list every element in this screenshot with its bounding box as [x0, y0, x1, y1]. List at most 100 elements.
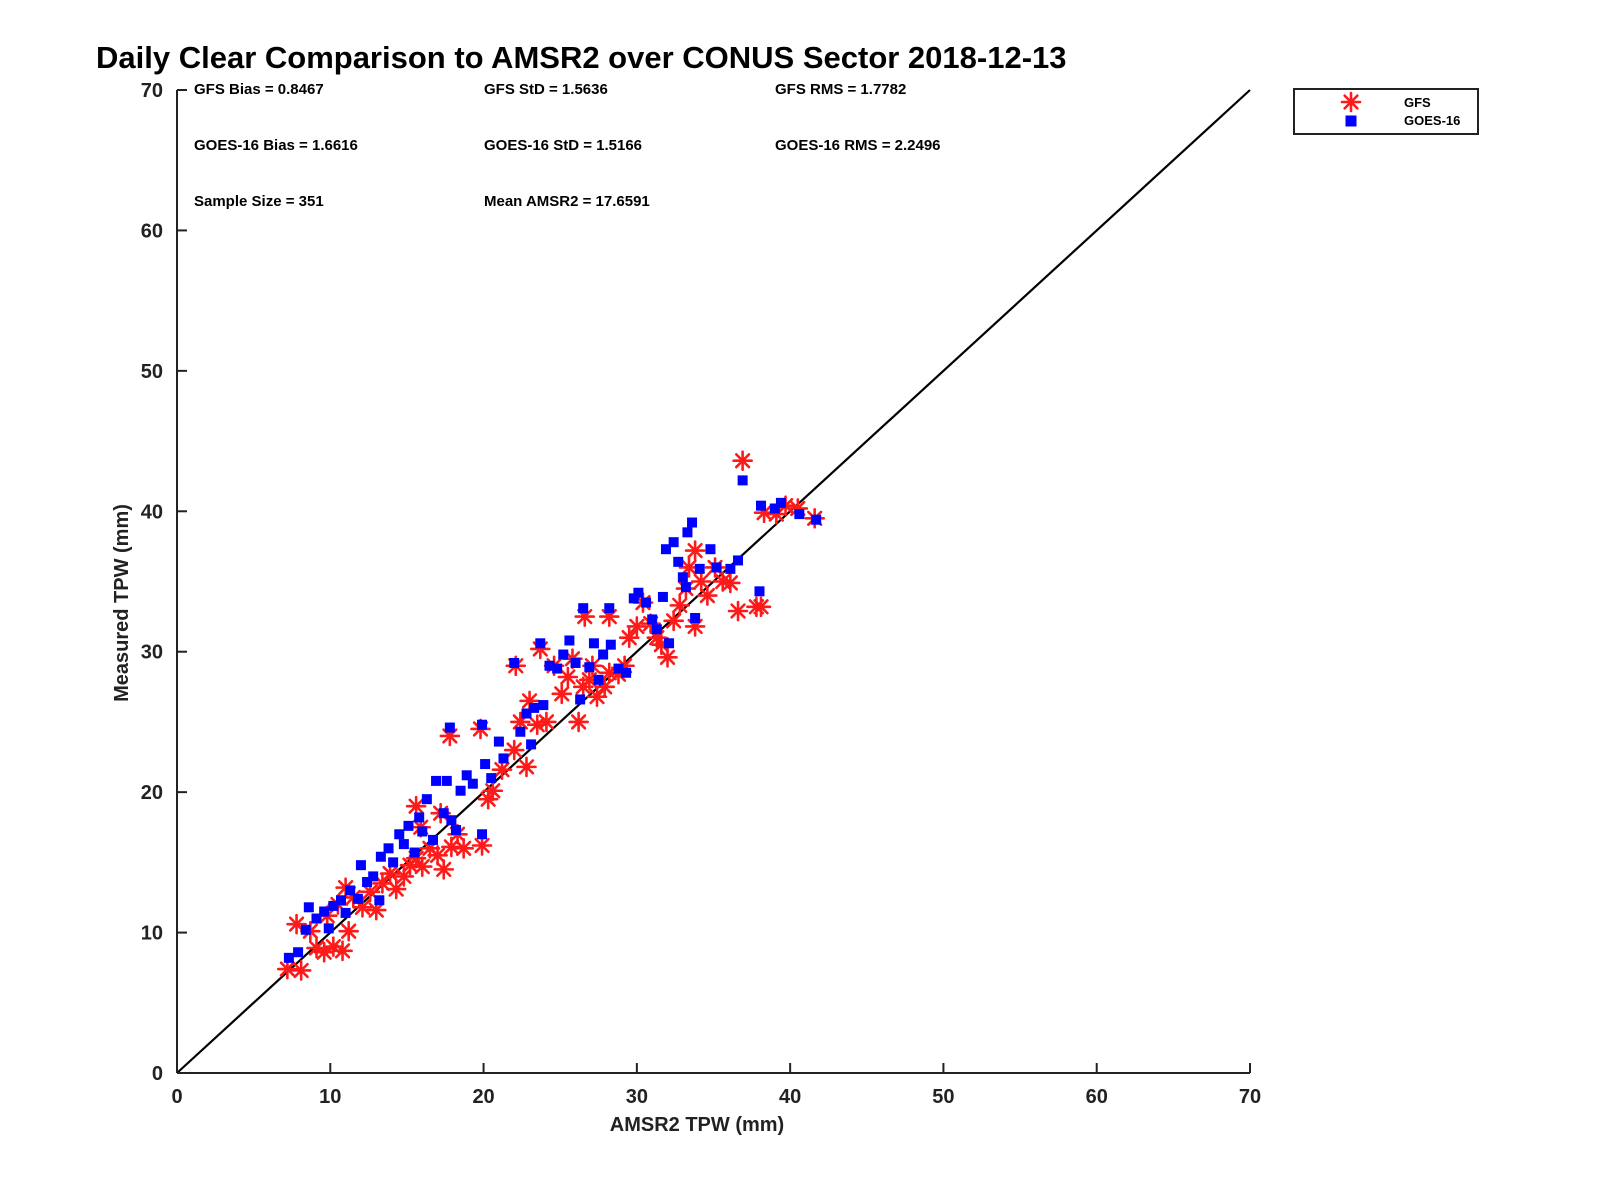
goes16-point	[711, 562, 722, 573]
gfs-point	[684, 540, 706, 561]
goes16-point	[677, 572, 688, 583]
goes16-point	[311, 913, 322, 924]
goes16-point	[673, 556, 684, 567]
x-tick-label: 30	[626, 1086, 648, 1108]
goes16-point	[769, 503, 780, 514]
legend: GFS GOES-16	[1293, 88, 1479, 135]
goes16-point	[467, 778, 478, 789]
goes16-point	[293, 947, 304, 958]
goes16-point	[283, 952, 294, 963]
gfs-point	[427, 845, 448, 866]
gfs-point	[393, 866, 415, 887]
y-tick-label: 40	[141, 501, 163, 523]
goes16-point	[538, 700, 549, 711]
goes16-point	[455, 785, 466, 796]
goes16-point	[584, 662, 595, 673]
goes16-point	[336, 895, 347, 906]
goes16-point	[398, 839, 409, 850]
goes16-point	[647, 614, 658, 625]
gfs-point	[411, 856, 433, 877]
goes16-point	[446, 815, 457, 826]
goes16-point	[521, 708, 532, 719]
goes16-point	[427, 834, 438, 845]
y-tick-label: 30	[141, 642, 163, 664]
gfs-point	[286, 913, 307, 935]
goes16-point	[598, 649, 609, 660]
goes16-point	[737, 475, 748, 486]
y-tick-label: 10	[141, 923, 163, 945]
goes16-point	[477, 719, 488, 730]
goes16-point	[690, 613, 701, 624]
goes16-point	[651, 624, 662, 635]
gfs-point	[626, 616, 648, 637]
goes16-point	[368, 871, 379, 882]
gfs-point	[453, 838, 474, 859]
gfs-point	[516, 756, 537, 778]
chart-title: Daily Clear Comparison to AMSR2 over CON…	[96, 40, 1067, 75]
goes16-point	[680, 582, 691, 593]
goes16-point	[414, 812, 425, 823]
goes16-point	[725, 563, 736, 574]
y-tick-label: 70	[141, 80, 163, 102]
gfs-point	[482, 780, 504, 802]
goes16-point	[421, 794, 432, 805]
ticks-layer: 0 10 20 30 40 50 60 70 0 10 20 30 40 50 60 70	[141, 80, 1261, 1108]
goes16-point	[409, 847, 420, 858]
stat-gfs-bias: GFS Bias = 0.8467	[194, 81, 324, 98]
gfs-point	[385, 878, 407, 900]
goes16-point	[570, 657, 581, 668]
goes16-point	[388, 857, 399, 868]
goes16-point	[374, 895, 385, 906]
stat-gfs-std: GFS StD = 1.5636	[484, 81, 608, 98]
y-tick-label: 60	[141, 220, 163, 242]
gfs-point	[491, 759, 513, 780]
x-tick-label: 20	[472, 1086, 494, 1108]
goes16-point	[441, 775, 452, 786]
goes16-point	[323, 923, 334, 934]
goes16-point	[811, 514, 822, 525]
goes16-point	[375, 851, 386, 862]
goes16-point	[480, 759, 491, 770]
y-axis-label: Measured TPW (mm)	[111, 504, 133, 702]
gfs-point	[657, 647, 678, 668]
goes16-point	[438, 808, 449, 819]
legend-goes16-square-icon	[1345, 115, 1357, 127]
goes16-point	[794, 509, 805, 520]
gfs-point	[663, 610, 684, 632]
gfs-point	[551, 683, 573, 705]
legend-label-gfs: GFS	[1404, 95, 1431, 110]
gfs-point	[720, 572, 741, 594]
goes16-point	[383, 843, 394, 854]
goes16-point	[657, 591, 668, 602]
goes16-point	[319, 906, 330, 917]
gfs-point	[732, 450, 753, 472]
goes16-point	[664, 638, 675, 649]
goes16-point	[515, 726, 526, 737]
gfs-point	[697, 585, 718, 606]
goes16-point	[544, 660, 555, 671]
goes16-point	[775, 497, 786, 508]
goes16-point	[668, 537, 679, 548]
goes16-point	[355, 860, 366, 871]
x-tick-label: 60	[1086, 1086, 1108, 1108]
gfs-point	[690, 571, 712, 592]
goes16-point	[552, 663, 563, 674]
goes16-point	[362, 877, 373, 888]
legend-gfs-asterisk-icon	[1340, 91, 1362, 113]
legend-box	[1293, 88, 1479, 135]
gfs-point	[338, 920, 359, 942]
points-layer	[277, 450, 825, 981]
x-tick-label: 70	[1239, 1086, 1261, 1108]
stat-gfs-rms: GFS RMS = 1.7782	[775, 81, 907, 98]
goes16-point	[578, 603, 589, 614]
goes16-point	[682, 527, 693, 538]
goes16-point	[604, 603, 615, 614]
goes16-point	[588, 638, 599, 649]
goes16-point	[593, 674, 604, 685]
gfs-point	[557, 666, 579, 688]
goes16-point	[756, 500, 767, 511]
stat-goes16-std: GOES-16 StD = 1.5166	[484, 137, 642, 154]
goes16-point	[450, 825, 461, 836]
goes16-point	[328, 900, 339, 911]
stat-mean-amsr2: Mean AMSR2 = 17.6591	[484, 193, 650, 210]
